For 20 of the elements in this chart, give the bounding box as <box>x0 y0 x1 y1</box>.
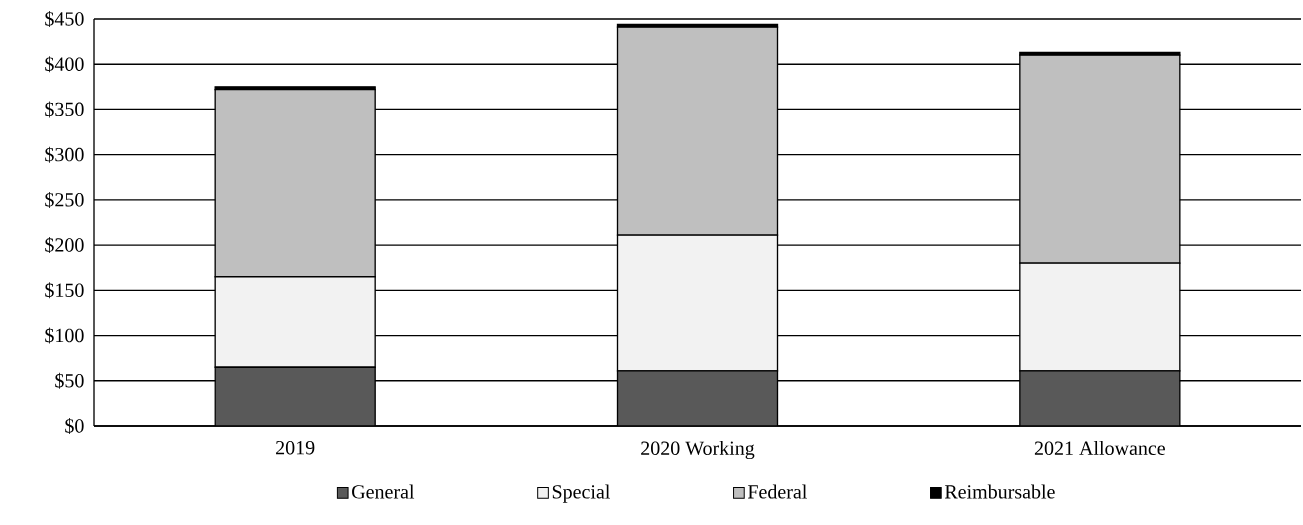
y-tick-label: $150 <box>45 282 84 299</box>
y-tick-label: $450 <box>45 11 84 27</box>
x-tick-label: 2019 <box>276 440 315 455</box>
legend-label: General <box>352 484 415 499</box>
y-tick-label: $200 <box>45 237 84 254</box>
legend-label: Federal <box>747 484 807 499</box>
y-tick-label: $300 <box>45 146 84 163</box>
y-tick-label: $400 <box>45 56 84 73</box>
legend-label: Special <box>552 484 610 503</box>
x-tick-label: 2021 Allowance <box>1034 440 1165 455</box>
y-tick-label: $350 <box>45 101 84 118</box>
legend-label: Reimbursable <box>944 484 1055 499</box>
bar <box>214 366 376 426</box>
y-tick-label: $250 <box>45 191 84 208</box>
y-tick-label: $100 <box>45 327 84 344</box>
bar <box>1019 370 1181 426</box>
x-tick-label: 2020 Working <box>641 440 755 460</box>
y-tick-label: $50 <box>55 372 84 389</box>
y-tick-label: $0 <box>65 418 84 435</box>
bar <box>616 370 779 426</box>
